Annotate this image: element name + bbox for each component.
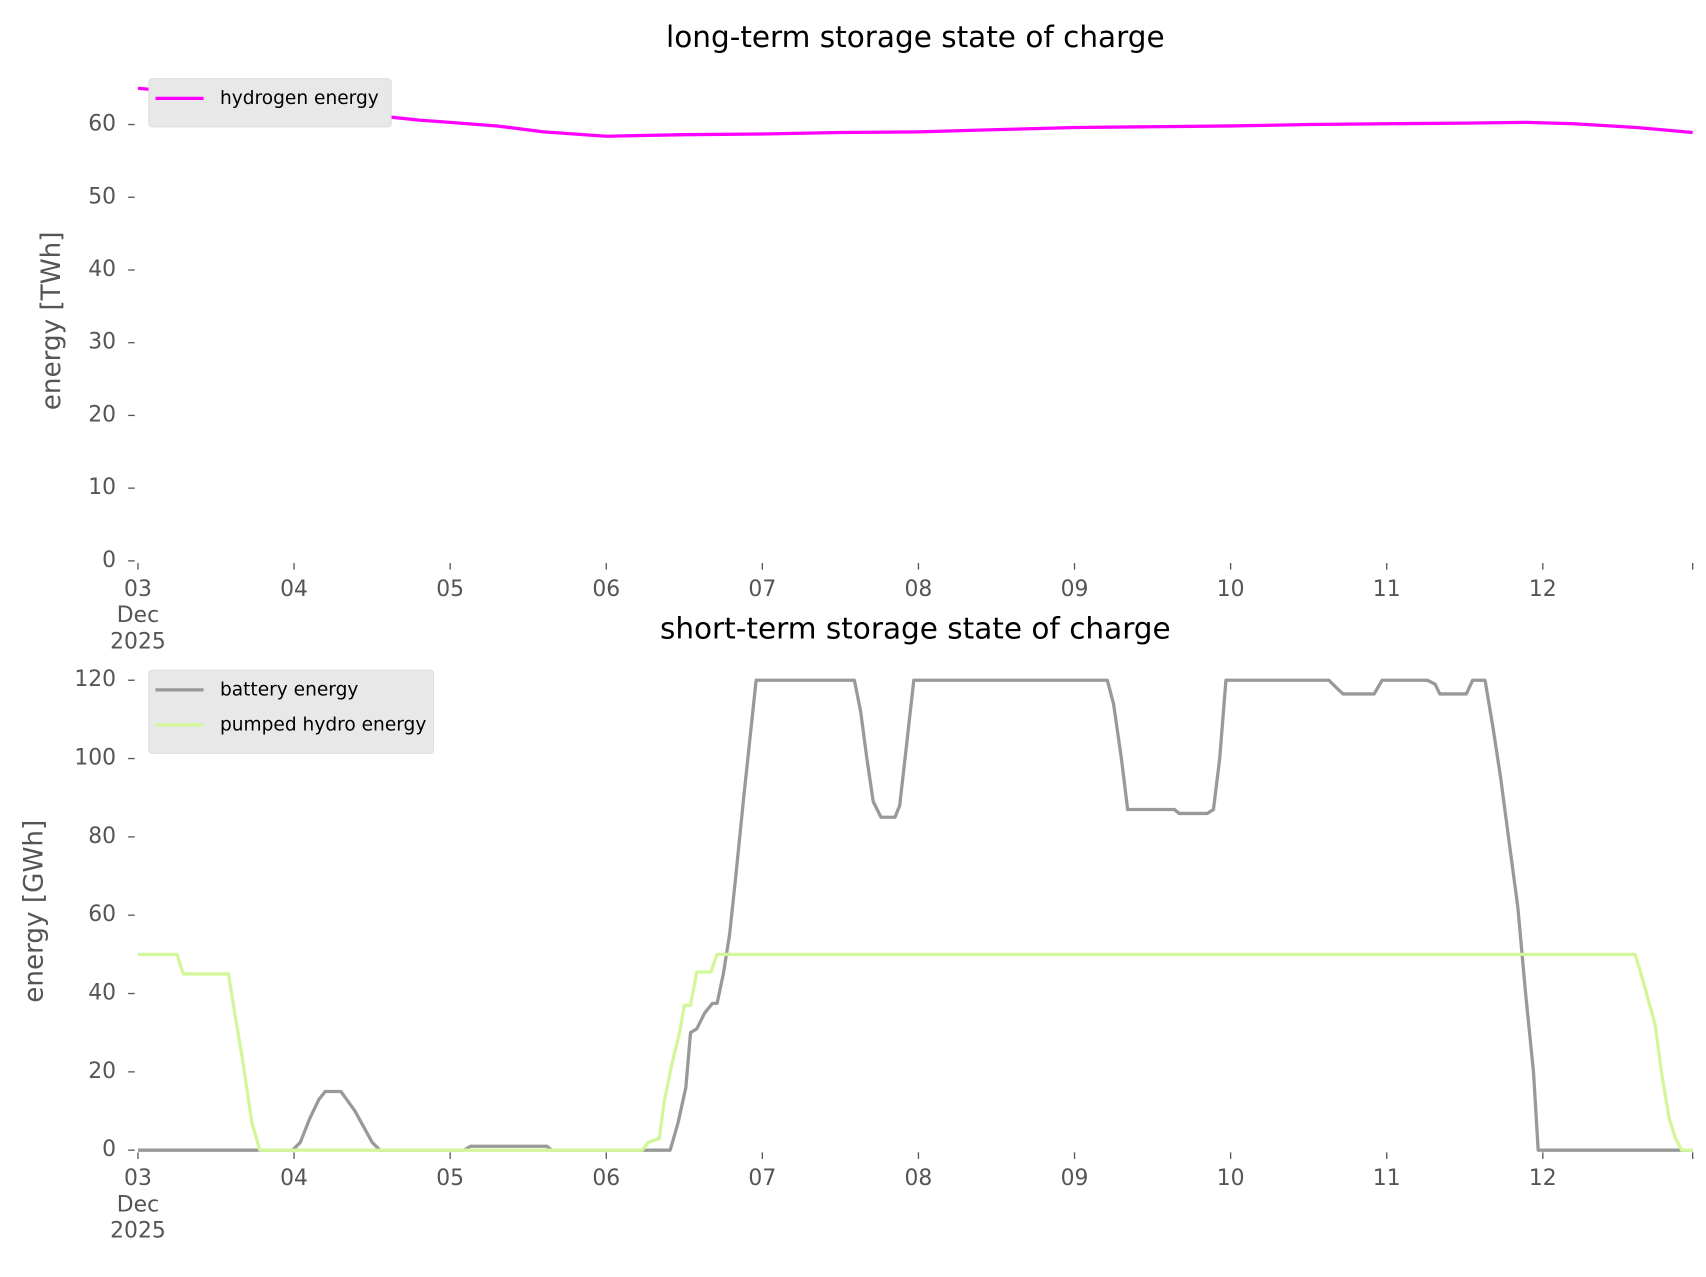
- x-tick-label: 03 Dec 2025: [110, 1166, 166, 1243]
- series-line: [137, 952, 1693, 1152]
- y-tick-label: 120: [74, 667, 116, 692]
- x-tick-label: 10: [1217, 1166, 1245, 1191]
- x-tick-label: 11: [1373, 1166, 1401, 1191]
- x-tick-label: 06: [592, 577, 620, 602]
- legend-label: pumped hydro energy: [220, 714, 426, 735]
- y-tick-label: 60: [88, 902, 116, 927]
- legend-label: battery energy: [220, 679, 358, 700]
- x-tick-label: 05: [436, 577, 464, 602]
- x-tick-label: 07: [748, 577, 776, 602]
- x-tick-label: 03 Dec 2025: [110, 577, 166, 654]
- y-tick-label: 40: [88, 981, 116, 1006]
- x-tick-label: 04: [280, 577, 308, 602]
- x-tick-label: 09: [1061, 577, 1089, 602]
- y-tick-label: 100: [74, 746, 116, 771]
- chart-title: long-term storage state of charge: [666, 20, 1165, 54]
- x-tick-label: 05: [436, 1166, 464, 1191]
- y-tick-label: 30: [88, 330, 116, 355]
- y-tick-label: 0: [102, 548, 116, 573]
- x-tick-label: 12: [1529, 1166, 1557, 1191]
- x-tick-label: 08: [905, 1166, 933, 1191]
- legend-box: [148, 669, 435, 754]
- y-tick-label: 60: [88, 112, 116, 137]
- x-tick-label: 06: [592, 1166, 620, 1191]
- y-tick-label: 40: [88, 257, 116, 282]
- x-tick-label: 08: [905, 577, 933, 602]
- y-tick-label: 50: [88, 184, 116, 209]
- series-line: [137, 86, 1693, 138]
- y-tick-label: 20: [88, 402, 116, 427]
- y-tick-label: 20: [88, 1059, 116, 1084]
- legend: hydrogen energy: [148, 78, 392, 128]
- y-axis-label: energy [TWh]: [37, 232, 67, 411]
- y-axis-label: energy [GWh]: [20, 820, 50, 1003]
- y-tick-label: 0: [102, 1137, 116, 1162]
- x-tick-label: 12: [1529, 577, 1557, 602]
- y-tick-label: 10: [88, 475, 116, 500]
- series-line: [137, 678, 1693, 1152]
- x-tick-label: 11: [1373, 577, 1401, 602]
- x-tick-label: 04: [280, 1166, 308, 1191]
- y-tick-label: 80: [88, 824, 116, 849]
- x-tick-label: 09: [1061, 1166, 1089, 1191]
- legend: battery energy pumped hydro energy: [148, 669, 435, 754]
- x-tick-label: 10: [1217, 577, 1245, 602]
- legend-label: hydrogen energy: [220, 88, 379, 109]
- legend-box: [148, 78, 392, 128]
- chart-title: short-term storage state of charge: [660, 611, 1171, 645]
- x-tick-label: 07: [748, 1166, 776, 1191]
